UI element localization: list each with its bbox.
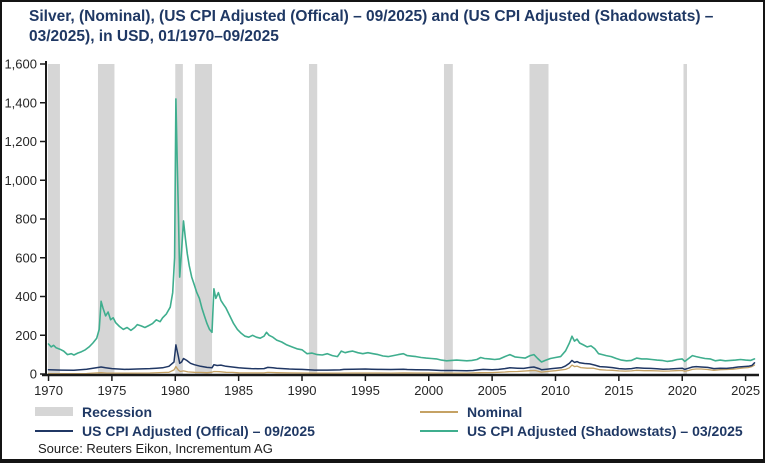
x-tick-label: 1985 [224, 383, 253, 398]
series-line-cpi_official [47, 344, 756, 372]
x-tick-label: 1975 [97, 383, 126, 398]
nominal-line-swatch-icon [420, 410, 458, 413]
recession-band [308, 64, 318, 374]
y-tick-label: 1,600 [4, 57, 37, 72]
recession-swatch-icon [35, 407, 73, 416]
y-tick-label: 600 [15, 250, 37, 265]
source-note: Source: Reuters Eikon, Incrementum AG [38, 441, 273, 456]
legend-item-cpi-official: US CPI Adjusted (Offical) – 09/2025 [35, 423, 420, 439]
series-line-nominal [47, 364, 756, 375]
page-title: Silver, (Nominal), (US CPI Adjusted (Off… [29, 8, 714, 46]
legend-label: US CPI Adjusted (Shadowstats) – 03/2025 [467, 422, 743, 439]
y-tick-label: 1,000 [4, 173, 37, 188]
legend-label: US CPI Adjusted (Offical) – 09/2025 [82, 422, 315, 439]
recession-band [97, 64, 115, 374]
recession-band [683, 64, 687, 374]
cpi-official-line-swatch-icon [35, 429, 73, 432]
x-tick-label: 2010 [541, 383, 570, 398]
silver-price-chart: 0 200 400 600 800 1,000 1,200 1,400 1,600 1970 197… [4, 57, 760, 399]
y-tick-label: 1,200 [4, 134, 37, 149]
recession-band [47, 64, 60, 374]
x-tick-label: 2000 [414, 383, 443, 398]
chart-legend: Recession Nominal US CPI Adjusted (Offic… [35, 402, 755, 440]
recession-band [443, 64, 453, 374]
x-tick-label: 1990 [288, 383, 317, 398]
y-tick-label: 1,400 [4, 95, 37, 110]
x-tick-label: 1995 [351, 383, 380, 398]
shadowstats-line-swatch-icon [420, 429, 458, 432]
recession-band [529, 64, 549, 374]
x-tick-label: 2015 [604, 383, 633, 398]
x-tick-label: 2005 [478, 383, 507, 398]
legend-item-nominal: Nominal [420, 404, 522, 420]
x-tick-label: 1970 [34, 383, 63, 398]
y-tick-label: 0 [30, 367, 37, 382]
legend-label: Recession [82, 403, 153, 420]
x-tick-label: 1980 [161, 383, 190, 398]
y-tick-label: 200 [15, 328, 37, 343]
series-line-shadowstats [47, 98, 756, 363]
x-tick-label: 2020 [668, 383, 697, 398]
legend-item-recession: Recession [35, 404, 420, 420]
y-tick-label: 400 [15, 289, 37, 304]
x-tick-label: 2025 [731, 383, 760, 398]
legend-label: Nominal [467, 403, 523, 420]
y-tick-label: 800 [15, 212, 37, 227]
legend-item-shadowstats: US CPI Adjusted (Shadowstats) – 03/2025 [420, 423, 743, 439]
